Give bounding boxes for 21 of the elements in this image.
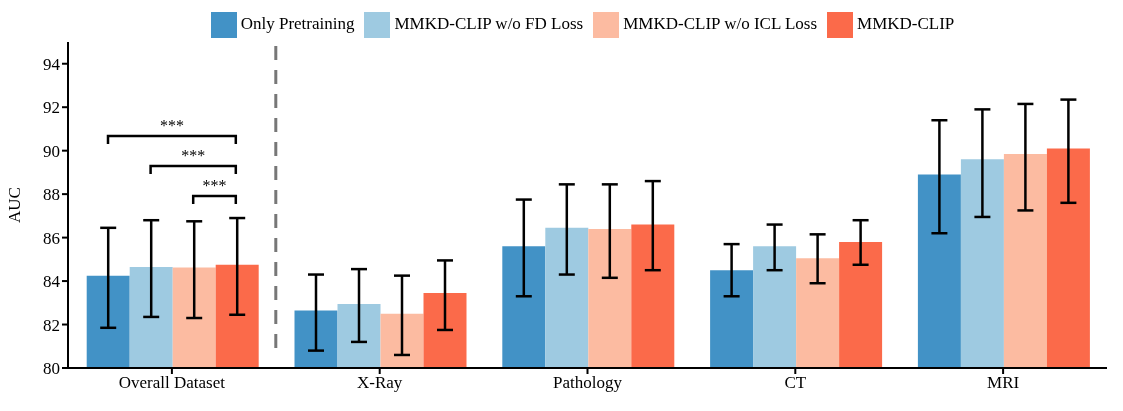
annotation: *** [159,117,184,135]
legend-label: MMKD-CLIP w/o ICL Loss [623,13,818,33]
annotation: *** [181,147,206,165]
y-tick-label: 92 [43,98,60,118]
y-tick-label: 84 [43,272,61,292]
y-tick-label: 94 [43,54,61,74]
y-tick-label: 90 [43,141,60,161]
legend-label: Only Pretraining [240,13,355,33]
y-tick-label: 86 [43,228,60,248]
x-tick-label: Pathology [553,373,623,393]
x-tick-label: X-Ray [357,373,403,393]
annotation: *** [202,177,227,195]
x-tick-label: Overall Dataset [118,373,226,393]
y-tick-label: 88 [43,185,60,205]
x-tick-label: MRI [987,373,1020,393]
legend-label: MMKD-CLIP w/o FD Loss [394,13,584,33]
y-axis-title: AUC [5,187,25,223]
y-tick-label: 82 [43,315,60,335]
legend-label: MMKD-CLIP [857,13,955,33]
y-tick-label: 80 [43,359,60,379]
x-tick-label: CT [784,373,807,393]
